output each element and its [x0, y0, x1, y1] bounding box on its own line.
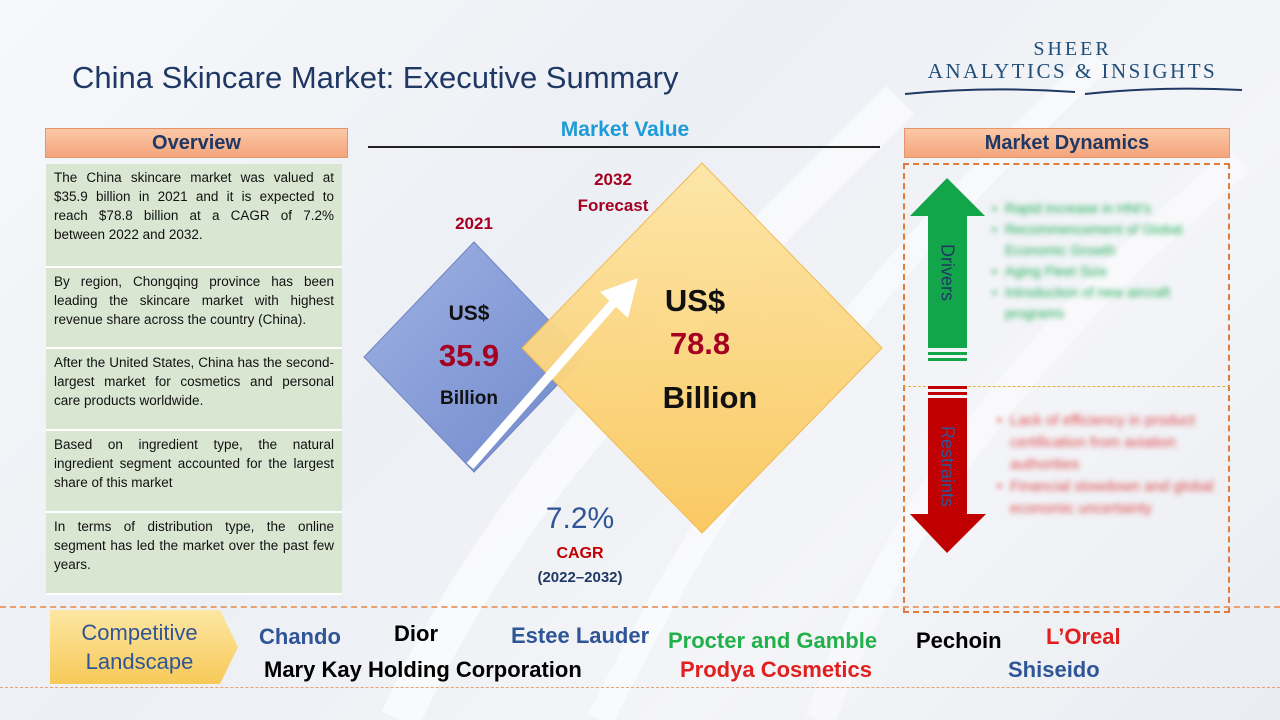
company-name: L’Oreal	[1046, 624, 1121, 649]
market-dynamics-heading-label: Market Dynamics	[984, 131, 1150, 154]
restraint-item: Financial slowdown and global economic u…	[997, 476, 1215, 520]
forecast-value-diamond	[521, 162, 883, 534]
drivers-label: Drivers	[937, 244, 958, 301]
cagr-period: (2022–2032)	[537, 569, 623, 586]
restraints-arrow-icon	[910, 386, 986, 553]
drivers-arrow-icon	[910, 178, 985, 361]
overview-heading: Overview	[45, 128, 348, 158]
company-name: Shiseido	[1008, 657, 1100, 682]
restraint-item: Lack of efficiency in product certificat…	[997, 410, 1215, 476]
overview-item: After the United States, China has the s…	[46, 349, 342, 431]
restraints-label: Restraints	[937, 425, 958, 508]
overview-item: By region, Chongqing province has been l…	[46, 268, 342, 349]
competitive-landscape-label: Competitive Landscape	[62, 618, 217, 676]
competitive-label-line2: Landscape	[85, 649, 194, 674]
logo-line1: SHEER	[1033, 38, 1112, 60]
logo-swoosh-icon	[904, 87, 1243, 95]
forecast-year: 2032	[594, 170, 632, 189]
base-value: 35.9	[438, 338, 500, 373]
base-year: 2021	[455, 214, 493, 233]
company-name: Prodya Cosmetics	[680, 657, 872, 682]
forecast-value: 78.8	[669, 326, 731, 361]
driver-item: Rapid increase in HNI's	[992, 198, 1215, 219]
driver-item: Recommencement of Global Economic Growth	[992, 219, 1215, 261]
market-dynamics-frame	[903, 163, 1230, 613]
market-dynamics-heading: Market Dynamics	[904, 128, 1230, 158]
base-unit: Billion	[439, 388, 499, 409]
restraints-list: Lack of efficiency in product certificat…	[997, 410, 1215, 520]
company-name: Dior	[394, 621, 438, 646]
drivers-list: Rapid increase in HNI's Recommencement o…	[992, 198, 1215, 324]
overview-heading-label: Overview	[152, 131, 241, 154]
market-value-heading: Market Value	[560, 118, 690, 141]
forecast-unit: Billion	[662, 380, 758, 415]
overview-item: In terms of distribution type, the onlin…	[46, 513, 342, 595]
cagr-label: CAGR	[556, 545, 604, 562]
competitive-chevron	[50, 610, 238, 684]
page-title: China Skincare Market: Executive Summary	[72, 60, 679, 95]
growth-arrow-icon	[466, 278, 638, 469]
cagr-value: 7.2%	[545, 502, 615, 535]
competitive-band	[0, 606, 1280, 688]
company-name: Mary Kay Holding Corporation	[264, 657, 582, 682]
forecast-label: Forecast	[577, 196, 649, 215]
company-name: Estee Lauder	[511, 623, 650, 648]
market-value-divider	[368, 146, 880, 148]
driver-item: Aging Fleet Size	[992, 261, 1215, 282]
company-name: Pechoin	[916, 628, 1002, 653]
logo-line2: ANALYTICS & INSIGHTS	[927, 59, 1218, 83]
company-name: Chando	[259, 624, 341, 649]
overview-item: The China skincare market was valued at …	[46, 164, 342, 268]
base-value-diamond	[363, 241, 585, 473]
company-name: Procter and Gamble	[668, 628, 878, 653]
base-currency: US$	[448, 302, 490, 325]
forecast-currency: US$	[664, 283, 726, 318]
company-logo: SHEER ANALYTICS & INSIGHTS	[900, 38, 1245, 98]
market-dynamics-divider	[903, 386, 1230, 387]
overview-item: Based on ingredient type, the natural in…	[46, 431, 342, 513]
competitive-label-line1: Competitive	[81, 620, 198, 645]
driver-item: Introduction of new aircraft programs	[992, 282, 1215, 324]
